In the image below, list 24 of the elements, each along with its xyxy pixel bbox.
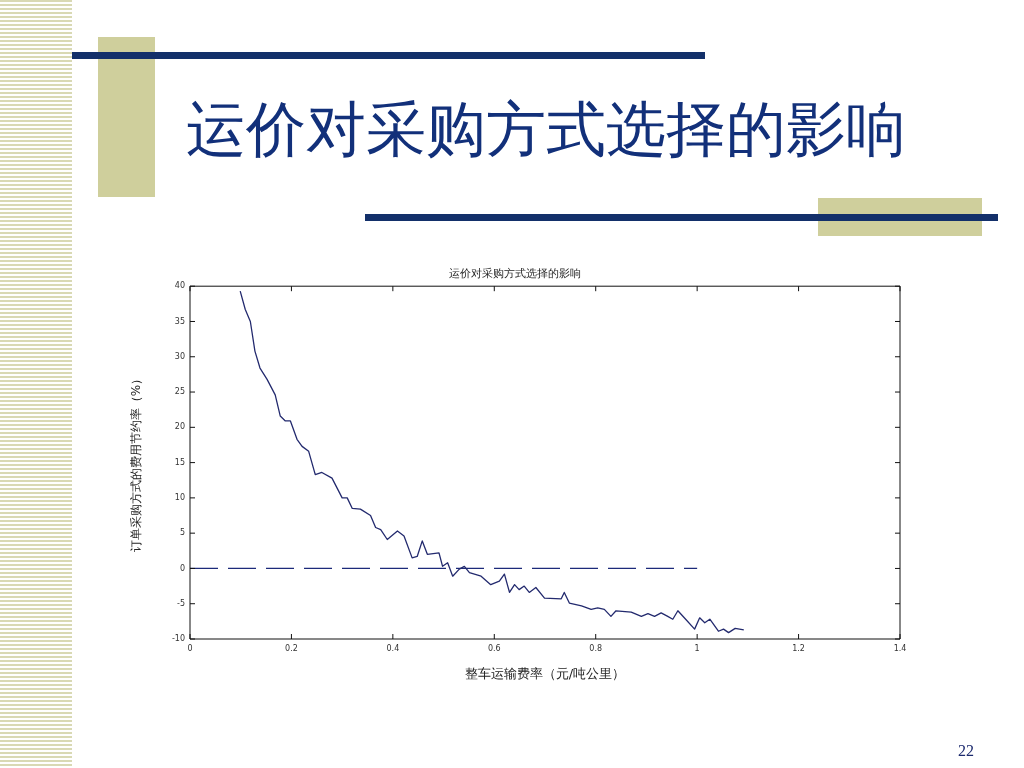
- chart-subtitle: 运价对采购方式选择的影响: [449, 267, 581, 281]
- text: 22: [958, 742, 974, 760]
- x-tick-label: 1.2: [792, 643, 805, 653]
- x-tick-label: 0.4: [386, 643, 400, 653]
- x-tick-label: 0.2: [285, 643, 298, 653]
- x-axis-title: 整车运输费率（元/吨公里）: [464, 665, 626, 681]
- x-tick-label: 0.8: [589, 643, 603, 653]
- y-axis-title: 订单采购方式的费用节约率（%）: [129, 372, 144, 553]
- y-tick-label: -10: [171, 634, 185, 644]
- x-tick-label: 1: [694, 643, 700, 653]
- y-tick-label: 30: [174, 351, 185, 361]
- x-tick-label: 1.4: [893, 643, 907, 653]
- y-tick-label: 20: [174, 422, 185, 432]
- chart-title: 运价对采购方式选择的影响: [186, 96, 907, 165]
- y-tick-label: 0: [179, 563, 185, 573]
- y-tick-label: 25: [174, 387, 185, 397]
- y-tick-label: 40: [174, 281, 185, 291]
- y-tick-label: -5: [177, 598, 185, 608]
- x-tick-label: 0.6: [487, 643, 501, 653]
- y-tick-label: 15: [174, 457, 185, 467]
- y-tick-label: 5: [179, 528, 185, 538]
- x-tick-label: 0: [187, 643, 193, 653]
- y-tick-label: 35: [174, 316, 185, 326]
- y-tick-label: 10: [174, 492, 185, 502]
